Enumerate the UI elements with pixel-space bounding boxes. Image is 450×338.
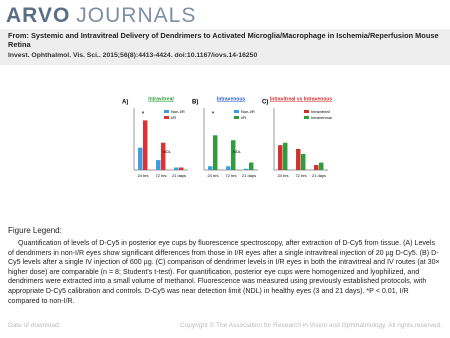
panel-title: Intravitreal vs Intravenous (270, 96, 332, 102)
x-tick-label: 72 hrs (295, 173, 306, 178)
x-tick-label: 21 days (312, 173, 326, 178)
panel-label: B) (192, 100, 198, 106)
bar (319, 162, 324, 170)
bar (161, 142, 166, 170)
bar (156, 160, 161, 170)
legend-label: Non-I/R (241, 109, 255, 114)
bar (301, 153, 306, 170)
legend-swatch (304, 116, 309, 119)
legend-swatch (304, 110, 309, 113)
legend-label: Intravenous (311, 115, 332, 120)
bar (174, 167, 179, 170)
legend-swatch (164, 116, 169, 119)
bar (249, 162, 254, 170)
bar (314, 165, 319, 170)
annotation: * (142, 111, 145, 118)
bar (278, 145, 283, 170)
legend-label: I/R (171, 115, 176, 120)
panel-label: A) (122, 100, 128, 106)
x-tick-label: 72 hrs (155, 173, 166, 178)
legend-swatch (234, 110, 239, 113)
bar (226, 166, 231, 170)
citation: Invest. Ophthalmol. Vis. Sci.. 2015;56(8… (8, 52, 258, 59)
footer: Date of download: Copyright © The Associa… (8, 322, 442, 329)
header-band (0, 29, 450, 65)
bar (231, 140, 236, 170)
bar (296, 148, 301, 170)
x-tick-label: 24 hrs (137, 173, 148, 178)
annotation: NDL (233, 149, 242, 154)
x-tick-label: 24 hrs (207, 173, 218, 178)
legend-heading: Figure Legend: (8, 226, 62, 235)
x-tick-label: 21 days (172, 173, 186, 178)
bar (208, 166, 213, 170)
x-tick-label: 21 days (242, 173, 256, 178)
panel-title: Intravenous (217, 96, 246, 102)
bar (143, 120, 148, 170)
copyright: Copyright © The Association for Research… (179, 322, 442, 329)
bar (244, 168, 249, 170)
annotation: * (212, 111, 215, 118)
legend-label: Intravitreal (311, 109, 330, 114)
x-tick-label: 24 hrs (277, 173, 288, 178)
legend-text: Quantification of levels of D-Cy5 in pos… (8, 239, 440, 305)
logo-main: ARVO (6, 4, 71, 27)
legend-swatch (234, 116, 239, 119)
x-tick-label: 72 hrs (225, 173, 236, 178)
bar (283, 142, 288, 170)
logo: ARVO JOURNALS (6, 4, 196, 28)
bar (138, 147, 143, 170)
annotation: NDL (163, 149, 172, 154)
legend-label: I/R (241, 115, 246, 120)
figure: A) Intravitreal 24 hrs 72 hrs 21 days Non-I/R… (122, 96, 332, 178)
legend-swatch (164, 110, 169, 113)
panel-title: Intravitreal (148, 96, 174, 102)
download-date: Date of download: (8, 322, 61, 329)
article-title: From: Systemic and Intravitreal Delivery… (8, 31, 439, 49)
legend-label: Non-I/R (171, 109, 185, 114)
panel-label: C) (262, 100, 268, 106)
bar (213, 135, 218, 170)
bar (179, 167, 184, 170)
logo-sub: JOURNALS (76, 4, 197, 27)
